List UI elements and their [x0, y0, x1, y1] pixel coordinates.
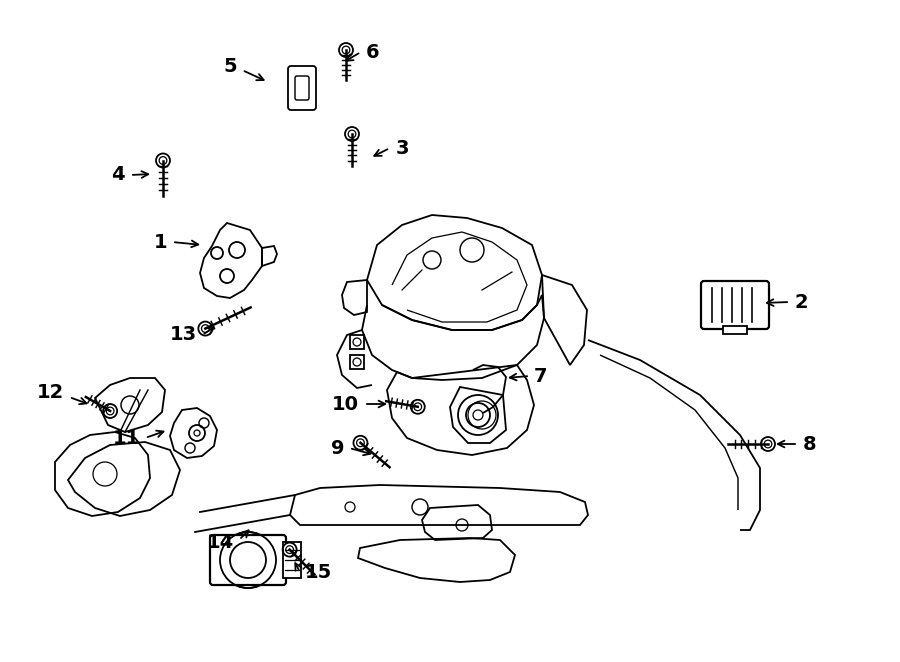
- Text: 7: 7: [534, 367, 547, 385]
- Bar: [723, 326, 747, 334]
- Bar: [350, 355, 364, 369]
- FancyBboxPatch shape: [288, 66, 316, 110]
- Text: 6: 6: [366, 42, 380, 62]
- Text: 12: 12: [37, 383, 64, 401]
- Text: 8: 8: [803, 434, 816, 453]
- Bar: [283, 542, 301, 578]
- Text: 2: 2: [795, 293, 808, 312]
- Text: 9: 9: [330, 438, 344, 457]
- Text: 15: 15: [305, 563, 332, 581]
- Text: 5: 5: [223, 58, 237, 77]
- Text: 1: 1: [153, 232, 167, 252]
- FancyBboxPatch shape: [210, 535, 286, 585]
- Text: 4: 4: [112, 166, 125, 185]
- Text: 13: 13: [170, 326, 197, 344]
- Text: 3: 3: [396, 138, 410, 158]
- Text: 14: 14: [207, 534, 234, 553]
- FancyBboxPatch shape: [295, 76, 309, 100]
- Text: 10: 10: [332, 395, 359, 414]
- FancyBboxPatch shape: [701, 281, 769, 329]
- Bar: [350, 335, 364, 349]
- Text: 11: 11: [112, 428, 140, 448]
